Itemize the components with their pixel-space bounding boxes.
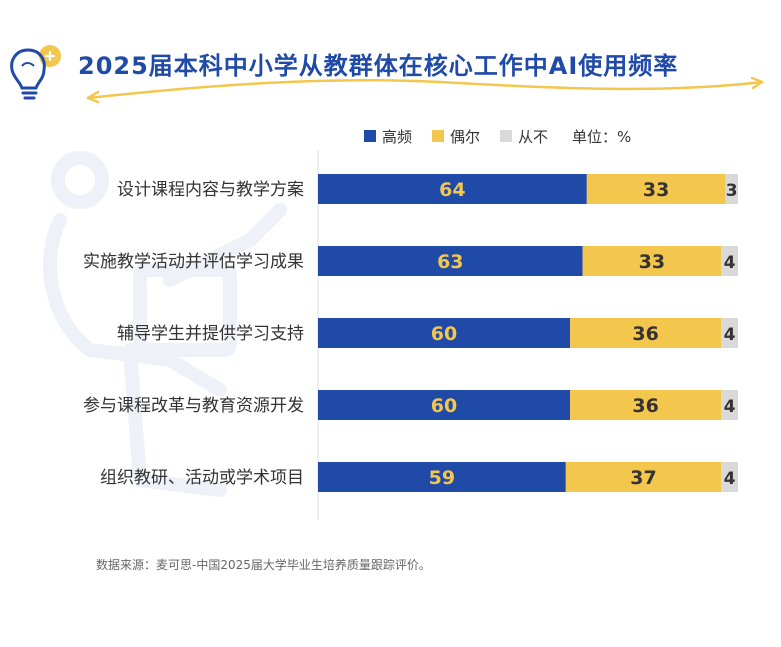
data-label-occasional: 36 xyxy=(632,395,658,417)
legend-label-occasional: 偶尔 xyxy=(450,127,481,146)
legend-label-high: 高频 xyxy=(382,127,413,146)
category-label: 辅导学生并提供学习支持 xyxy=(117,324,304,344)
bar-never xyxy=(721,246,738,276)
data-label-occasional: 37 xyxy=(630,467,656,489)
data-label-high: 63 xyxy=(437,251,463,273)
decorative-figure-illustration xyxy=(43,151,287,497)
chart-legend: 高频 偶尔 从不 单位：% xyxy=(364,126,631,146)
legend-item-high: 高频 xyxy=(364,126,412,147)
category-label: 参与课程改革与教育资源开发 xyxy=(83,396,304,416)
bar-high xyxy=(318,246,583,276)
bar-occasional xyxy=(570,318,722,348)
bar-never xyxy=(721,318,738,348)
bar-never xyxy=(721,462,738,492)
header: 2025届本科中小学从教群体在核心工作中AI使用频率 xyxy=(0,0,781,110)
bar-occasional xyxy=(565,462,722,492)
data-label-occasional: 33 xyxy=(643,179,669,201)
data-label-high: 59 xyxy=(429,467,455,489)
legend-swatch-never xyxy=(500,130,513,142)
bar-high xyxy=(318,318,570,348)
category-label: 实施教学活动并评估学习成果 xyxy=(83,252,304,272)
bar-never xyxy=(721,390,738,420)
legend-item-never: 从不 xyxy=(500,126,548,147)
bar-occasional xyxy=(570,390,722,420)
data-label-never: 4 xyxy=(724,325,736,345)
bar-occasional xyxy=(582,246,722,276)
legend-swatch-high xyxy=(364,130,376,142)
data-label-never: 4 xyxy=(724,253,736,273)
data-label-high: 60 xyxy=(431,395,457,417)
bar-never xyxy=(725,174,738,204)
chart-title: 2025届本科中小学从教群体在核心工作中AI使用频率 xyxy=(78,52,679,80)
unit-label: 单位：% xyxy=(572,127,632,146)
data-label-occasional: 36 xyxy=(632,323,658,345)
bar-occasional xyxy=(586,174,726,204)
data-source-note: 数据来源：麦可思-中国2025届大学毕业生培养质量跟踪评价。 xyxy=(96,558,431,572)
bar-high xyxy=(318,390,570,420)
legend-label-never: 从不 xyxy=(518,127,549,146)
data-label-high: 60 xyxy=(431,323,457,345)
data-label-occasional: 33 xyxy=(639,251,665,273)
data-label-never: 4 xyxy=(724,397,736,417)
legend-item-occasional: 偶尔 xyxy=(432,126,480,147)
bar-high xyxy=(318,462,566,492)
category-label: 组织教研、活动或学术项目 xyxy=(100,468,304,488)
category-label: 设计课程内容与教学方案 xyxy=(117,180,304,200)
lightbulb-icon xyxy=(10,45,61,100)
bar-high xyxy=(318,174,587,204)
data-label-high: 64 xyxy=(439,179,465,201)
decorative-arc-line xyxy=(86,76,764,104)
data-label-never: 3 xyxy=(726,181,738,201)
data-label-never: 4 xyxy=(724,469,736,489)
legend-swatch-occasional xyxy=(432,130,445,142)
